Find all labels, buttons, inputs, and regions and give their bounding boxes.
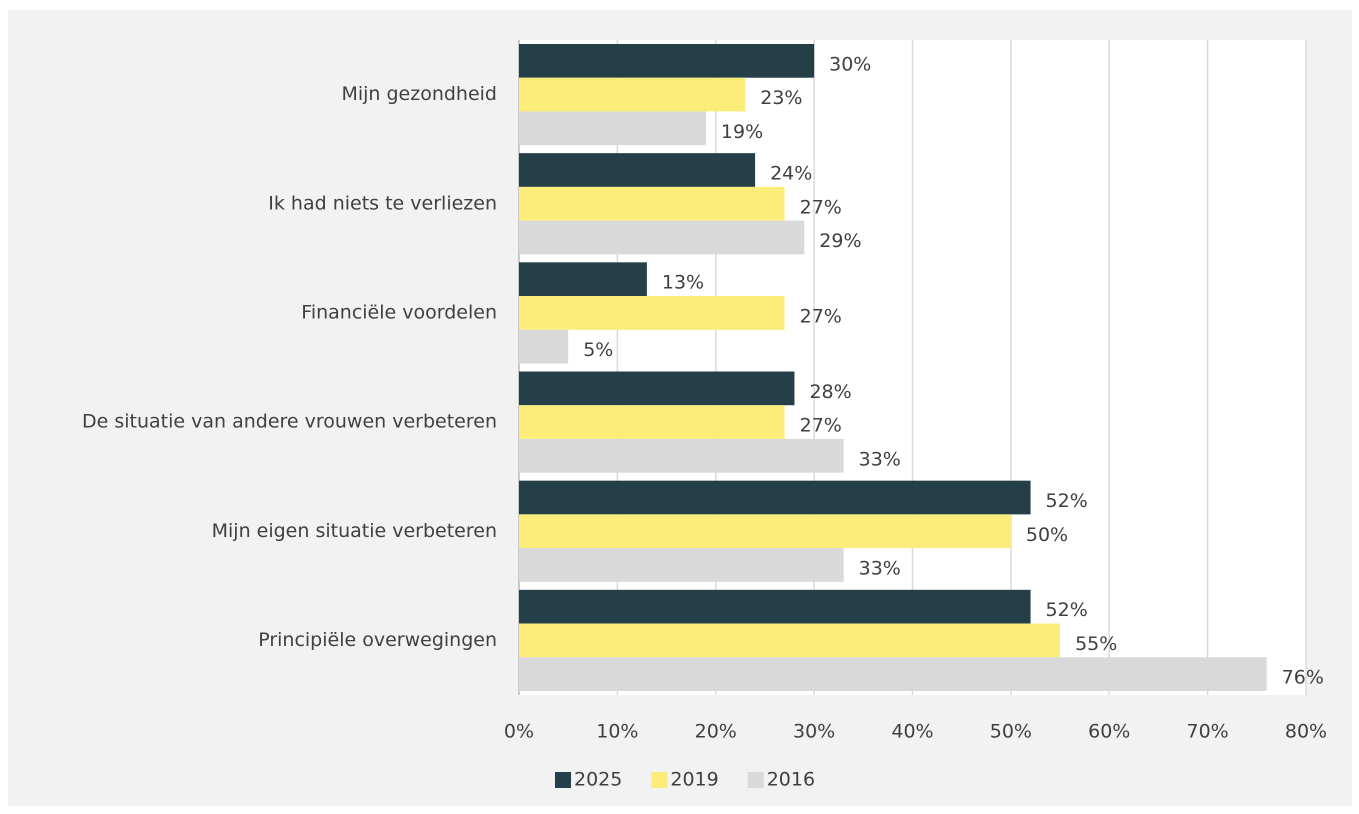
- y-tick-label: De situatie van andere vrouwen verbetere…: [82, 411, 497, 433]
- data-label: 50%: [1026, 524, 1068, 546]
- data-label: 33%: [859, 448, 901, 470]
- data-label: 28%: [809, 381, 851, 403]
- data-label: 52%: [1046, 490, 1088, 512]
- bar: [519, 262, 647, 297]
- x-tick-label: 80%: [1285, 721, 1327, 743]
- legend-swatch: [555, 772, 571, 788]
- x-tick-label: 50%: [990, 721, 1032, 743]
- y-tick-label: Principiële overwegingen: [258, 629, 497, 651]
- bar: [519, 153, 756, 187]
- legend-label: 2025: [574, 769, 622, 791]
- data-label: 19%: [721, 121, 763, 143]
- data-label: 33%: [859, 557, 901, 579]
- data-label: 30%: [829, 53, 871, 75]
- data-label: 29%: [819, 230, 861, 252]
- data-label: 76%: [1282, 667, 1324, 689]
- bar: [519, 623, 1061, 658]
- x-tick-label: 0%: [504, 721, 534, 743]
- bar: [519, 480, 1031, 515]
- x-tick-label: 30%: [793, 721, 835, 743]
- bar: [519, 548, 844, 582]
- bar: [519, 514, 1011, 549]
- bar: [519, 296, 785, 330]
- bar: [519, 371, 795, 406]
- data-label: 5%: [583, 339, 613, 361]
- bar: [519, 220, 805, 255]
- x-tick-label: 20%: [695, 721, 737, 743]
- legend-label: 2019: [670, 769, 718, 791]
- x-tick-label: 10%: [596, 721, 638, 743]
- data-label: 23%: [760, 87, 802, 109]
- data-label: 27%: [800, 415, 842, 437]
- bar: [519, 657, 1267, 691]
- legend-swatch: [747, 772, 764, 788]
- bar: [519, 405, 785, 439]
- data-label: 27%: [800, 196, 842, 218]
- bar: [519, 111, 706, 146]
- x-tick-label: 70%: [1187, 721, 1229, 743]
- y-tick-label: Ik had niets te verliezen: [268, 192, 497, 214]
- legend-label: 2016: [767, 769, 815, 791]
- legend-swatch: [651, 772, 668, 788]
- bar: [519, 589, 1031, 624]
- y-tick-label: Financiële voordelen: [301, 301, 497, 323]
- y-tick-label: Mijn gezondheid: [341, 83, 497, 105]
- bar: [519, 438, 844, 473]
- bar: [519, 186, 785, 221]
- x-tick-label: 40%: [891, 721, 933, 743]
- bar: [519, 44, 815, 78]
- data-label: 55%: [1075, 633, 1117, 655]
- data-label: 52%: [1046, 599, 1088, 621]
- data-label: 13%: [662, 272, 704, 294]
- x-tick-label: 60%: [1088, 721, 1130, 743]
- bar: [519, 329, 569, 364]
- data-label: 24%: [770, 163, 812, 185]
- data-label: 27%: [800, 305, 842, 327]
- bar: [519, 77, 746, 112]
- y-tick-label: Mijn eigen situatie verbeteren: [212, 520, 497, 542]
